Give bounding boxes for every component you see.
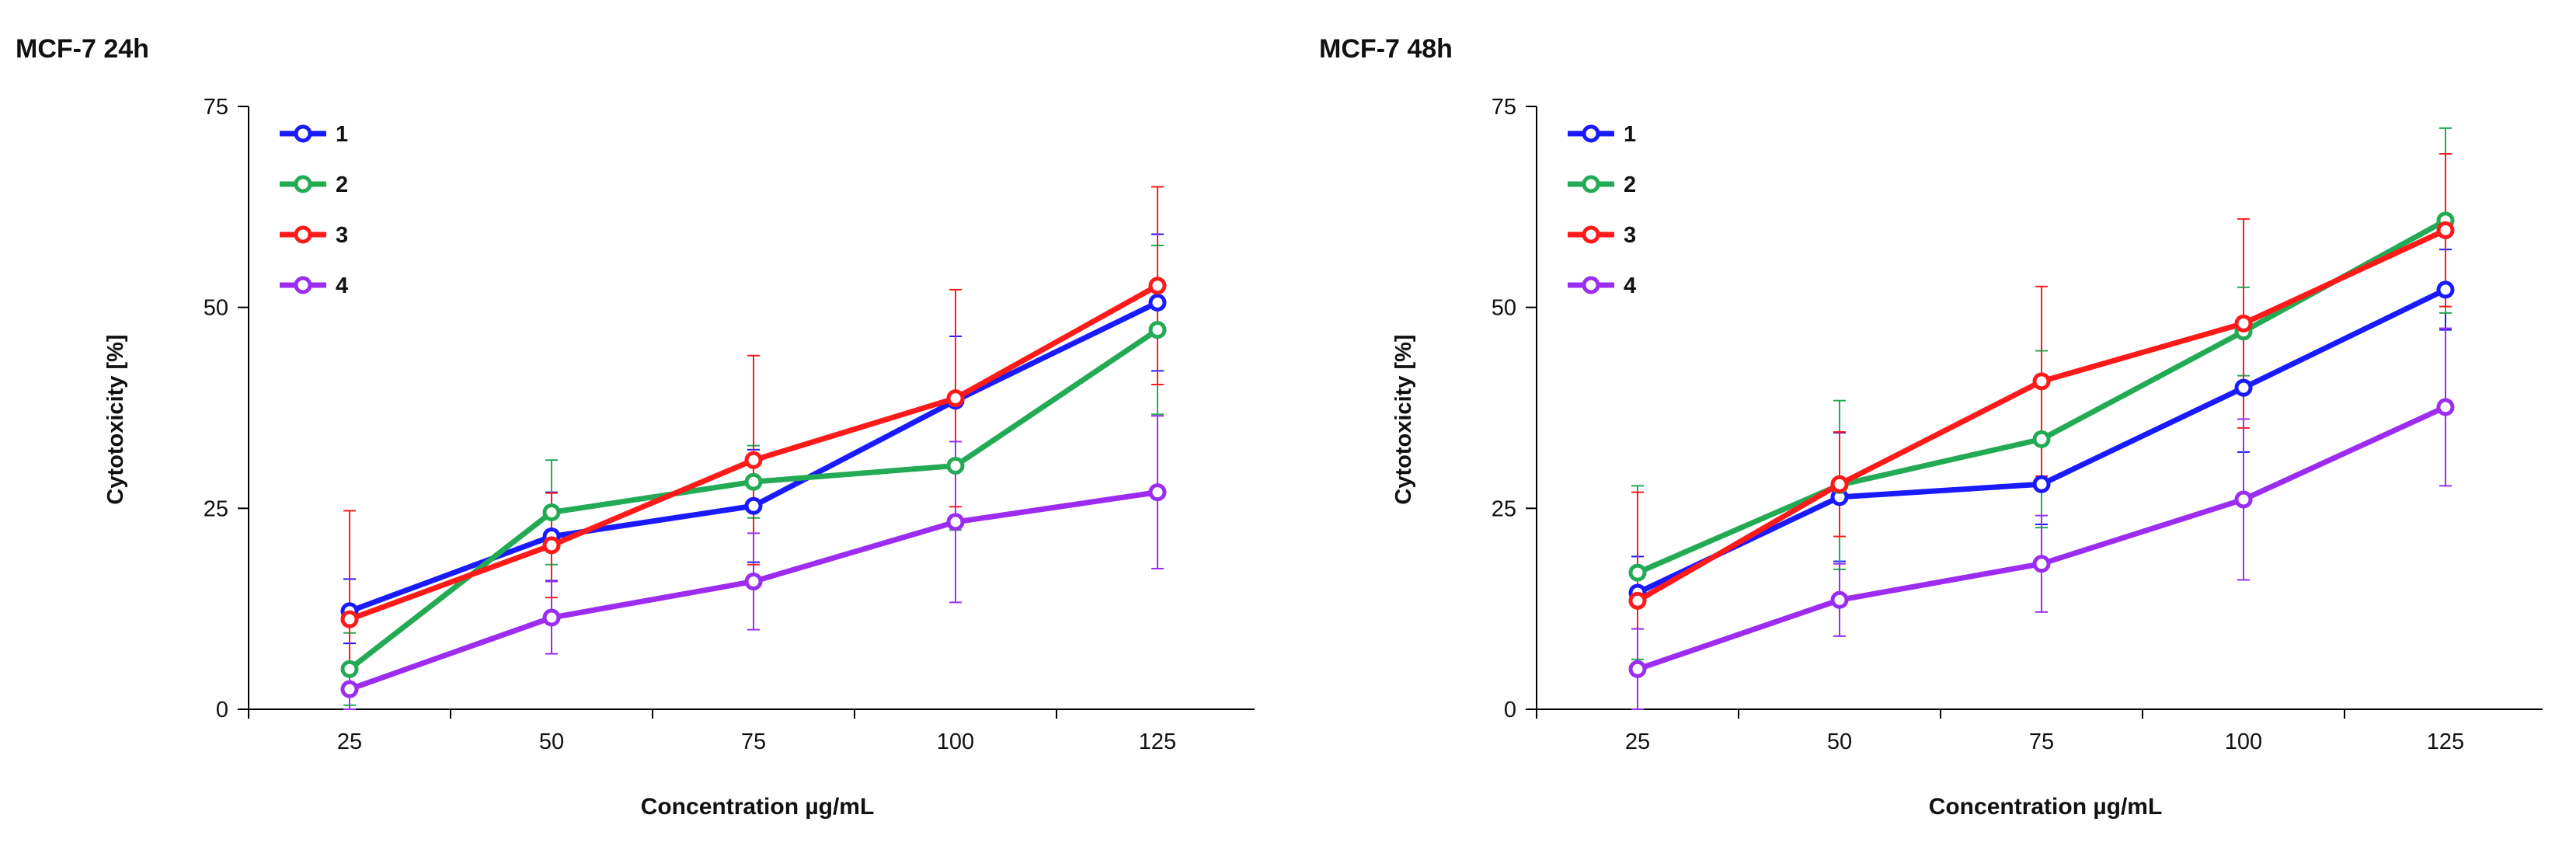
data-point — [2436, 398, 2455, 416]
data-point — [2234, 490, 2253, 509]
x-tick-label: 125 — [1139, 729, 1176, 754]
data-point — [1148, 277, 1167, 295]
data-point — [2032, 430, 2051, 448]
y-tick-label: 50 — [1492, 296, 1516, 321]
x-tick-label: 50 — [539, 729, 564, 754]
x-tick-label: 100 — [937, 729, 974, 754]
legend-label: 2 — [1624, 172, 1636, 197]
x-axis-label: Concentration µg/mL — [641, 794, 875, 820]
data-point — [2234, 314, 2253, 332]
data-point — [946, 513, 965, 531]
data-point — [1830, 475, 1849, 493]
data-point — [1628, 591, 1647, 610]
x-axis-label: Concentration µg/mL — [1929, 794, 2163, 820]
data-point — [744, 451, 763, 469]
data-point — [1148, 483, 1167, 502]
data-point — [946, 456, 965, 475]
y-tick-label: 25 — [204, 496, 228, 521]
data-point — [340, 610, 359, 628]
data-point — [2032, 555, 2051, 573]
data-point — [744, 496, 763, 515]
data-point — [744, 572, 763, 590]
legend-label: 3 — [336, 223, 348, 248]
error-bars-series-3 — [343, 186, 1164, 710]
data-point — [542, 608, 561, 627]
legend-marker — [1582, 124, 1600, 143]
legend-marker — [1582, 276, 1600, 294]
x-tick-label: 100 — [2225, 729, 2262, 754]
legend-label: 1 — [336, 122, 348, 147]
data-point — [542, 503, 561, 522]
legend-marker — [294, 175, 312, 193]
data-point — [340, 680, 359, 698]
data-point — [946, 389, 965, 408]
data-point — [2032, 372, 2051, 391]
legend-marker — [294, 124, 312, 143]
data-point — [1148, 321, 1167, 339]
data-point — [744, 472, 763, 491]
chart-svg: 0 25 50 75 25 50 75 100 125 Concentration µg/mL Cy… — [103, 95, 1255, 820]
legend-marker — [294, 276, 312, 294]
legend-marker — [294, 225, 312, 244]
legend-marker — [1582, 225, 1600, 244]
x-tick-label: 25 — [337, 729, 362, 754]
legend-label: 2 — [336, 172, 348, 197]
x-tick-label: 50 — [1827, 729, 1852, 754]
data-point — [2436, 221, 2455, 239]
legend-label: 1 — [1624, 122, 1636, 147]
chart-title: MCF-7 24h — [16, 34, 149, 64]
x-tick-label: 75 — [2029, 729, 2054, 754]
chart-svg: 0 25 50 75 25 50 75 100 125 Concentration µg/mL Cy… — [1391, 95, 2543, 820]
data-point — [2436, 280, 2455, 299]
y-tick-label: 75 — [1492, 95, 1516, 120]
legend-label: 3 — [1624, 223, 1636, 248]
chart-title: MCF-7 48h — [1319, 34, 1453, 64]
chart-panel-24h: MCF-7 24h 0 25 50 75 25 50 75 100 125 Concentrati… — [16, 34, 1255, 820]
chart-panel-48h: MCF-7 48h 0 25 50 75 25 50 75 100 125 Concentrati… — [1288, 0, 2576, 846]
legend-label: 4 — [336, 273, 348, 298]
data-point — [1148, 293, 1167, 312]
x-tick-label: 125 — [2427, 729, 2464, 754]
legend: 1 2 3 4 — [280, 122, 348, 298]
data-point — [1628, 660, 1647, 678]
y-tick-label: 75 — [204, 95, 228, 120]
x-tick-label: 75 — [741, 729, 766, 754]
y-tick-label: 25 — [1492, 496, 1516, 521]
data-point — [1628, 563, 1647, 582]
data-point — [1830, 590, 1849, 609]
data-point — [2032, 475, 2051, 493]
y-axis-label: Cytotoxicity [%] — [1391, 334, 1416, 504]
y-tick-label: 50 — [204, 296, 228, 321]
legend-marker — [1582, 175, 1600, 193]
y-axis-label: Cytotoxicity [%] — [103, 334, 128, 504]
x-tick-label: 25 — [1625, 729, 1650, 754]
y-tick-label: 0 — [216, 698, 228, 722]
data-point — [542, 536, 561, 555]
y-tick-label: 0 — [1504, 698, 1516, 722]
legend: 1 2 3 4 — [1568, 122, 1636, 298]
legend-label: 4 — [1624, 273, 1636, 298]
data-point — [2234, 378, 2253, 397]
data-point — [340, 660, 359, 678]
